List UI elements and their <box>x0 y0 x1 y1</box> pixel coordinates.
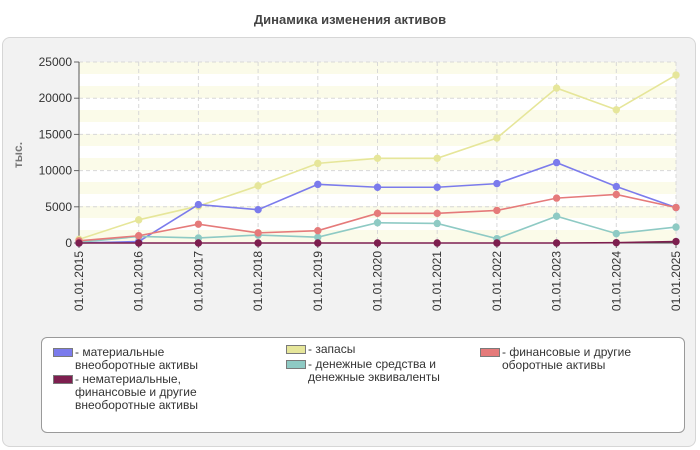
data-point-s2 <box>373 239 382 247</box>
data-point-s3 <box>135 216 143 224</box>
data-point-s4 <box>552 212 561 220</box>
data-point-s3 <box>433 154 441 162</box>
x-tick-label: 01.01.2025 <box>669 251 683 311</box>
data-point-s2 <box>612 238 620 247</box>
x-tick-label: 01.01.2021 <box>430 251 444 311</box>
plot-band <box>79 62 676 74</box>
x-tick-label: 01.01.2018 <box>251 251 265 311</box>
data-point-s2 <box>672 237 680 246</box>
data-point-s3 <box>314 159 322 168</box>
data-point-s2 <box>254 239 262 247</box>
data-point-s5 <box>493 206 501 215</box>
x-tick-label: 01.01.2019 <box>311 251 325 311</box>
data-point-s1 <box>612 182 620 191</box>
data-point-s1 <box>552 158 561 167</box>
y-tick-label: 5000 <box>45 200 72 214</box>
data-point-s2 <box>493 239 501 247</box>
legend-swatch-5 <box>480 348 500 357</box>
data-point-s1 <box>314 180 322 189</box>
data-point-s4 <box>612 229 620 238</box>
x-tick-label: 01.01.2016 <box>132 251 146 311</box>
legend-swatch-4 <box>286 360 306 369</box>
legend-label-5: - финансовые и другие оборотные активы <box>502 345 631 372</box>
legend-label-3: - запасы <box>308 342 356 356</box>
legend-label-1: - материальные внеоборотные активы <box>75 345 198 372</box>
x-tick-label: 01.01.2017 <box>191 251 205 311</box>
data-point-s4 <box>433 219 441 228</box>
data-point-s3 <box>254 182 262 190</box>
data-point-s2 <box>433 239 441 247</box>
data-point-s5 <box>194 220 203 228</box>
data-point-s5 <box>373 209 382 218</box>
chart-legend: - материальные внеоборотные активы - нем… <box>41 337 685 433</box>
legend-label-4: - денежные средства и денежные эквивален… <box>308 357 440 384</box>
y-tick-label: 15000 <box>39 127 73 141</box>
data-point-s4 <box>672 223 680 231</box>
data-point-s2 <box>135 239 143 247</box>
y-axis-label: тыс. <box>11 142 25 168</box>
y-tick-label: 10000 <box>39 164 73 178</box>
data-point-s2 <box>552 239 561 247</box>
legend-swatch-1 <box>53 348 73 357</box>
data-point-s3 <box>493 134 501 142</box>
x-tick-label: 01.01.2015 <box>72 251 86 311</box>
data-point-s3 <box>552 84 561 92</box>
x-tick-label: 01.01.2022 <box>490 251 504 311</box>
legend-swatch-2 <box>53 375 73 384</box>
x-tick-label: 01.01.2023 <box>550 251 564 311</box>
chart-title: Динамика изменения активов <box>253 12 447 27</box>
legend-swatch-3 <box>286 345 306 354</box>
data-point-s5 <box>612 190 620 199</box>
data-point-s5 <box>314 226 322 235</box>
data-point-s1 <box>493 179 501 188</box>
data-point-s1 <box>373 183 382 191</box>
y-tick-label: 0 <box>65 236 72 250</box>
x-tick-label: 01.01.2020 <box>371 251 385 311</box>
legend-label-2: - нематериальные, финансовые и другие вн… <box>75 372 198 412</box>
data-point-s2 <box>194 239 203 247</box>
x-tick-label: 01.01.2024 <box>609 251 623 311</box>
data-point-s3 <box>373 154 382 162</box>
data-point-s1 <box>194 200 203 209</box>
data-point-s3 <box>672 71 680 79</box>
data-point-s2 <box>314 239 322 247</box>
data-point-s1 <box>433 183 441 191</box>
data-point-s5 <box>433 209 441 218</box>
data-point-s2 <box>75 239 83 247</box>
y-tick-label: 20000 <box>39 91 73 105</box>
y-tick-label: 25000 <box>39 55 73 69</box>
plot-band <box>79 230 676 242</box>
data-point-s1 <box>254 205 262 214</box>
data-point-s3 <box>612 106 620 114</box>
data-point-s5 <box>552 194 561 202</box>
data-point-s5 <box>135 232 143 240</box>
data-point-s5 <box>672 203 680 212</box>
data-point-s4 <box>373 219 382 227</box>
data-point-s5 <box>254 229 262 237</box>
